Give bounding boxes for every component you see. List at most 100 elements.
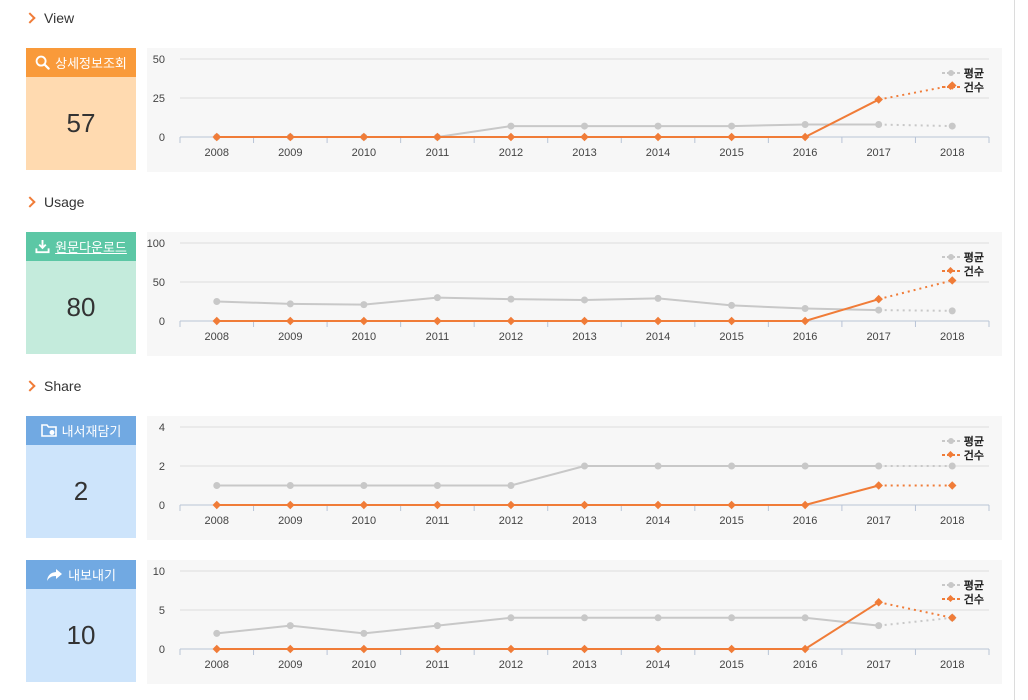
x-tick-label: 2018 xyxy=(940,331,964,343)
data-point xyxy=(212,500,222,510)
x-tick-label: 2017 xyxy=(866,147,890,159)
folder-icon xyxy=(40,423,57,438)
legend-item[interactable]: 건수 xyxy=(941,80,984,94)
legend-item[interactable]: 평균 xyxy=(941,578,984,592)
x-tick-label: 2010 xyxy=(352,659,376,671)
y-tick-label: 5 xyxy=(159,605,165,617)
chevron-right-icon xyxy=(24,12,36,24)
x-tick-label: 2014 xyxy=(646,659,670,671)
legend-label: 평균 xyxy=(963,436,984,448)
y-tick-label: 50 xyxy=(153,277,165,289)
series-line xyxy=(216,123,879,138)
data-point xyxy=(213,298,221,305)
chart-legend: 평균 건수 xyxy=(941,434,984,462)
series-line xyxy=(216,98,880,138)
x-tick-label: 2009 xyxy=(278,147,302,159)
legend-label: 평균 xyxy=(963,252,984,264)
card-header[interactable]: 내보내기 xyxy=(26,560,136,589)
data-point xyxy=(948,122,956,130)
legend-item[interactable]: 건수 xyxy=(941,264,984,278)
x-tick-label: 2008 xyxy=(205,147,229,159)
legend-item[interactable]: 건수 xyxy=(941,448,984,462)
x-tick-label: 2015 xyxy=(719,147,743,159)
x-tick-label: 2008 xyxy=(205,515,229,527)
data-point xyxy=(433,500,442,510)
data-point xyxy=(875,121,883,129)
x-tick-label: 2010 xyxy=(352,147,376,159)
card-label: 내보내기 xyxy=(68,568,116,583)
x-tick-label: 2014 xyxy=(646,515,670,527)
data-point xyxy=(654,614,662,622)
data-point xyxy=(212,132,222,142)
legend-item[interactable]: 평균 xyxy=(941,250,984,264)
x-tick-label: 2012 xyxy=(499,147,523,159)
data-point xyxy=(286,644,295,654)
card-header[interactable]: 원문다운로드 xyxy=(26,232,136,261)
chevron-right-icon xyxy=(24,380,36,392)
data-point xyxy=(286,500,295,510)
series-line-projection xyxy=(878,123,953,128)
x-tick-label: 2013 xyxy=(572,515,596,527)
series-line-projection xyxy=(878,279,953,301)
data-point xyxy=(359,316,369,326)
data-point xyxy=(654,122,662,130)
legend-label: 평균 xyxy=(963,68,984,80)
data-point xyxy=(728,301,736,309)
x-tick-label: 2015 xyxy=(719,331,743,343)
chart-panel-export: 0 5 10 2008 2009 2010 2011 2012 2013 2014 2015 2016… xyxy=(147,560,1002,684)
legend-item[interactable]: 건수 xyxy=(941,592,984,606)
chart-panel-view: 0 25 50 2008 2009 2010 2011 2012 2013 2014 2015 201… xyxy=(147,48,1002,172)
x-tick-label: 2015 xyxy=(719,659,743,671)
series-line xyxy=(216,616,879,635)
data-point xyxy=(580,316,589,326)
section-title-text: View xyxy=(44,10,75,26)
data-point xyxy=(581,614,588,622)
card-value: 80 xyxy=(26,261,136,354)
x-tick-label: 2014 xyxy=(646,147,670,159)
data-point xyxy=(433,294,441,302)
x-tick-label: 2013 xyxy=(572,331,596,343)
stat-card-view: 상세정보조회 57 xyxy=(26,48,136,170)
legend-label: 건수 xyxy=(963,594,984,606)
series-line-projection xyxy=(878,309,953,312)
data-point xyxy=(433,622,441,630)
data-point xyxy=(212,644,222,654)
data-point xyxy=(801,305,809,313)
x-tick-label: 2009 xyxy=(278,331,302,343)
x-tick-label: 2016 xyxy=(793,147,817,159)
x-tick-label: 2013 xyxy=(572,147,596,159)
data-point xyxy=(875,306,883,314)
data-point xyxy=(507,482,515,489)
x-tick-label: 2018 xyxy=(940,147,964,159)
data-point xyxy=(507,295,515,303)
x-tick-label: 2010 xyxy=(352,515,376,527)
data-point xyxy=(654,294,662,302)
chart-legend: 평균 건수 xyxy=(941,66,984,94)
x-tick-label: 2008 xyxy=(205,659,229,671)
chart-svg: 0 5 10 2008 2009 2010 2011 2012 2013 2014 2015 2016… xyxy=(153,566,990,671)
x-tick-label: 2015 xyxy=(719,515,743,527)
data-point xyxy=(433,482,441,489)
legend-item[interactable]: 평균 xyxy=(941,66,984,80)
data-point xyxy=(727,644,736,654)
data-point xyxy=(727,316,736,326)
card-header[interactable]: 상세정보조회 xyxy=(26,48,136,77)
chart-svg: 0 25 50 2008 2009 2010 2011 2012 2013 2014 2015 201… xyxy=(153,54,990,159)
card-value: 57 xyxy=(26,77,136,170)
data-point xyxy=(581,296,588,304)
data-point xyxy=(801,614,809,622)
data-point xyxy=(653,316,663,326)
y-tick-label: 10 xyxy=(153,566,165,578)
stat-card-export: 내보내기 10 xyxy=(26,560,136,682)
data-point xyxy=(874,294,883,304)
data-point xyxy=(212,316,222,326)
legend-item[interactable]: 평균 xyxy=(941,434,984,448)
data-point xyxy=(359,132,369,142)
data-point xyxy=(801,121,809,129)
data-point xyxy=(506,316,516,326)
series-line xyxy=(216,484,879,506)
card-header[interactable]: 내서재담기 xyxy=(26,416,136,445)
x-tick-label: 2013 xyxy=(572,659,596,671)
card-label: 내서재담기 xyxy=(61,424,122,439)
data-point xyxy=(653,500,663,510)
